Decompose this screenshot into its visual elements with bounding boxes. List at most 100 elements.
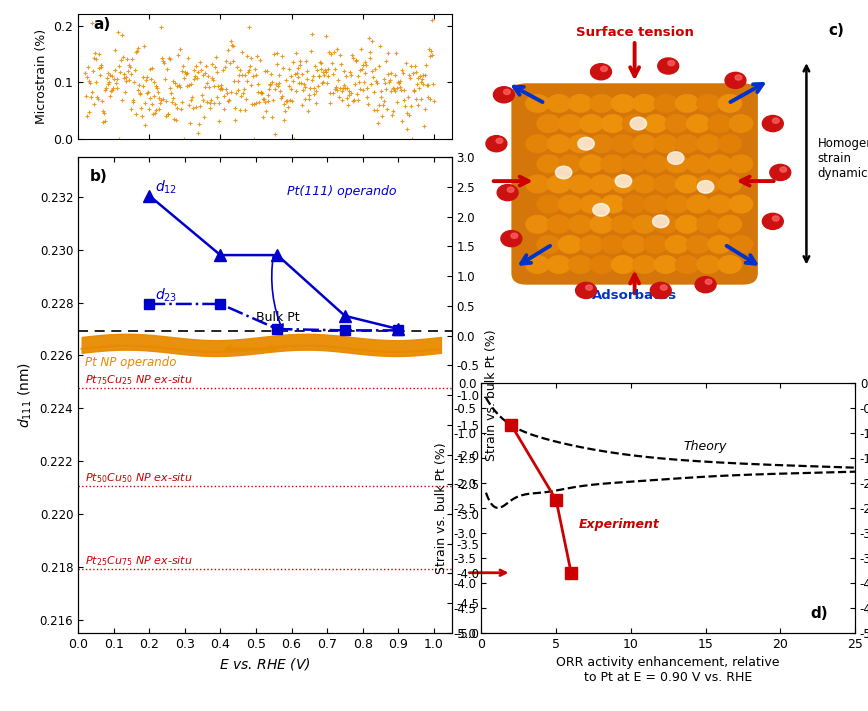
Circle shape <box>557 235 582 254</box>
Circle shape <box>630 117 647 130</box>
Circle shape <box>589 215 614 234</box>
Circle shape <box>697 181 713 193</box>
Circle shape <box>674 174 700 193</box>
Circle shape <box>654 94 678 113</box>
Text: Pt$_{75}$Cu$_{25}$ NP $\it{ex}$-$\it{situ}$: Pt$_{75}$Cu$_{25}$ NP $\it{ex}$-$\it{sit… <box>85 373 193 387</box>
FancyBboxPatch shape <box>511 83 758 284</box>
Text: Bulk Pt: Bulk Pt <box>256 311 299 324</box>
Circle shape <box>547 215 571 234</box>
Circle shape <box>654 174 678 193</box>
Circle shape <box>511 233 517 238</box>
Circle shape <box>579 195 603 213</box>
Circle shape <box>503 90 510 95</box>
Circle shape <box>643 154 667 173</box>
Circle shape <box>696 255 720 274</box>
Circle shape <box>557 195 582 213</box>
Circle shape <box>568 174 593 193</box>
Circle shape <box>632 94 657 113</box>
Circle shape <box>611 255 635 274</box>
Circle shape <box>611 174 635 193</box>
Circle shape <box>586 285 593 290</box>
Y-axis label: $d_{111}$ (nm): $d_{111}$ (nm) <box>16 362 34 428</box>
Y-axis label: Microstrain (%): Microstrain (%) <box>35 29 48 124</box>
Circle shape <box>536 195 561 213</box>
Circle shape <box>707 114 732 133</box>
Circle shape <box>695 277 716 293</box>
Text: Theory: Theory <box>683 440 727 453</box>
Circle shape <box>718 255 742 274</box>
Circle shape <box>632 134 657 153</box>
Circle shape <box>590 64 611 80</box>
Circle shape <box>696 174 720 193</box>
Circle shape <box>643 235 667 254</box>
Circle shape <box>557 154 582 173</box>
Circle shape <box>665 114 689 133</box>
Circle shape <box>718 134 742 153</box>
Circle shape <box>493 87 515 103</box>
Circle shape <box>696 215 720 234</box>
Circle shape <box>707 195 732 213</box>
Circle shape <box>601 154 625 173</box>
Circle shape <box>525 94 549 113</box>
Circle shape <box>536 154 561 173</box>
Circle shape <box>725 73 746 88</box>
Circle shape <box>728 154 753 173</box>
Circle shape <box>773 118 779 123</box>
Circle shape <box>773 216 779 221</box>
Circle shape <box>525 174 549 193</box>
Circle shape <box>770 164 791 181</box>
Circle shape <box>654 134 678 153</box>
Circle shape <box>705 279 712 284</box>
Circle shape <box>501 230 522 247</box>
Circle shape <box>665 235 689 254</box>
Circle shape <box>589 255 614 274</box>
Circle shape <box>525 215 549 234</box>
Circle shape <box>601 66 608 72</box>
Text: Experiment: Experiment <box>579 518 660 530</box>
Text: Adsorbates: Adsorbates <box>592 289 677 302</box>
Text: Surface tension: Surface tension <box>575 26 694 38</box>
Circle shape <box>762 115 783 132</box>
Circle shape <box>665 154 689 173</box>
Circle shape <box>632 255 657 274</box>
Circle shape <box>547 134 571 153</box>
Circle shape <box>686 195 711 213</box>
Circle shape <box>674 134 700 153</box>
Circle shape <box>728 114 753 133</box>
Circle shape <box>667 60 674 65</box>
Circle shape <box>621 195 647 213</box>
Circle shape <box>589 174 614 193</box>
Circle shape <box>707 235 732 254</box>
Circle shape <box>665 195 689 213</box>
Text: a): a) <box>93 17 110 32</box>
Circle shape <box>611 94 635 113</box>
Circle shape <box>615 175 632 188</box>
Circle shape <box>661 285 667 290</box>
Circle shape <box>674 215 700 234</box>
Circle shape <box>667 151 684 164</box>
Circle shape <box>696 94 720 113</box>
Circle shape <box>718 94 742 113</box>
Circle shape <box>556 166 572 178</box>
Circle shape <box>611 215 635 234</box>
Circle shape <box>579 154 603 173</box>
Circle shape <box>654 255 678 274</box>
Circle shape <box>601 235 625 254</box>
Circle shape <box>762 213 783 230</box>
Circle shape <box>621 114 647 133</box>
Text: Pt NP operando: Pt NP operando <box>85 356 177 369</box>
Circle shape <box>496 138 503 144</box>
Circle shape <box>547 94 571 113</box>
Circle shape <box>525 134 549 153</box>
Circle shape <box>780 167 786 172</box>
Circle shape <box>653 215 669 228</box>
Circle shape <box>632 174 657 193</box>
Circle shape <box>568 134 593 153</box>
X-axis label: ORR activity enhancement, relative
to Pt at E = 0.90 V vs. RHE: ORR activity enhancement, relative to Pt… <box>556 656 780 684</box>
Circle shape <box>486 136 507 151</box>
Circle shape <box>650 282 671 299</box>
Circle shape <box>589 94 614 113</box>
Circle shape <box>696 134 720 153</box>
Circle shape <box>525 255 549 274</box>
Circle shape <box>643 114 667 133</box>
